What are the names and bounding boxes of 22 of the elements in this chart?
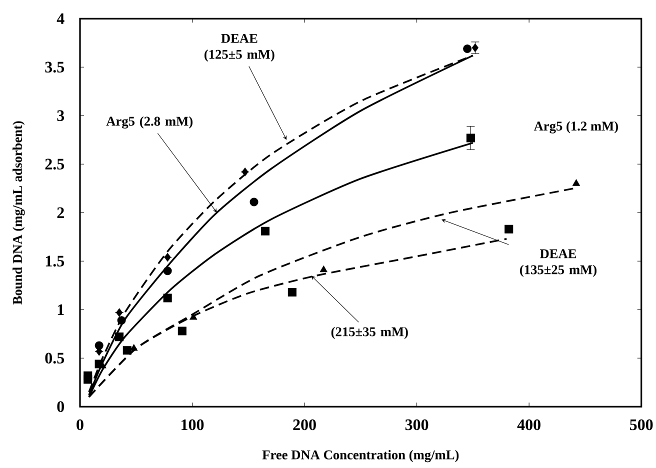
annotation: DEAE (135±25 mM) [520,249,596,277]
x-tick-label: 100 [182,419,204,430]
x-tick-label: 200 [293,419,316,430]
annotation: (215±35 mM) [331,326,408,339]
x-tick-label: 0 [76,419,84,430]
y-tick-label: 2 [57,207,64,218]
y-tick-label: 4 [56,13,64,24]
y-axis-title: Bound DNA (mg/mL adsorbent) [12,121,25,304]
y-tick-label: 2.5 [45,158,64,170]
y-tick-label: 0 [57,401,64,412]
x-axis-title: Free DNA Concentration (mg/mL) [262,450,459,462]
y-tick-label: 0.5 [45,352,64,364]
y-tick-label: 3 [57,110,64,122]
annotation: DEAE (125±5 mM) [204,34,274,62]
y-tick-label: 1.5 [46,256,64,267]
x-tick-label: 300 [405,419,428,430]
y-tick-label: 3.5 [45,62,64,73]
x-tick-label: 500 [630,419,653,430]
annotation: Arg5 (1.2 mM) [534,121,618,134]
x-tick-label: 400 [517,419,540,430]
y-tick-label: 1 [58,304,64,315]
annotation: Arg5 (2.8 mM) [106,116,193,129]
